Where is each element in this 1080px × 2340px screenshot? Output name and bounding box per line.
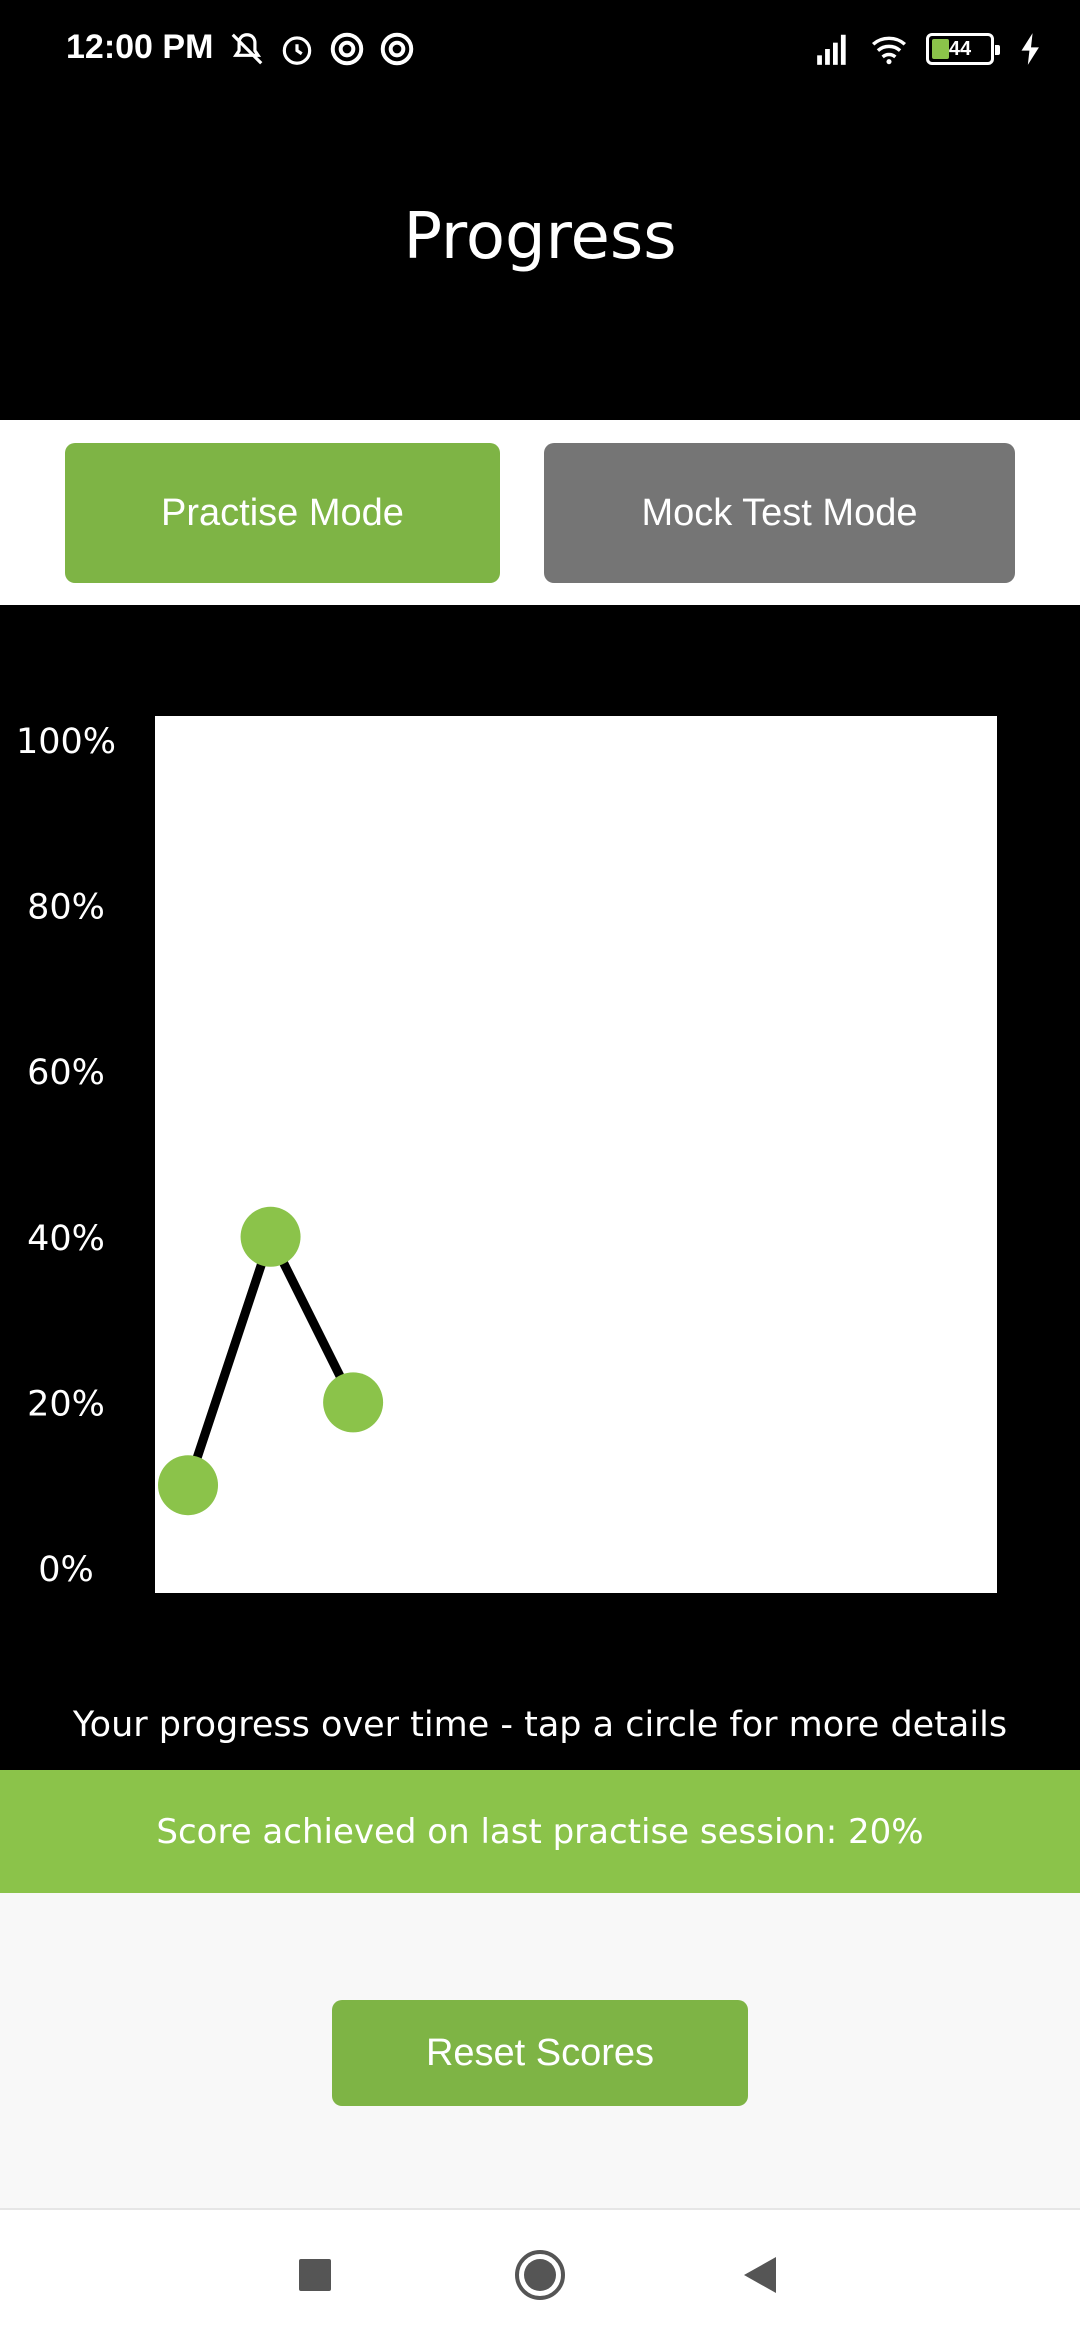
y-tick-label: 0% bbox=[38, 1550, 94, 1590]
alarm-icon bbox=[282, 36, 312, 65]
progress-chart-area: 100% 80% 60% 40% 20% 0% Your progress over ti… bbox=[0, 605, 1080, 1770]
progress-chart: 100% 80% 60% 40% 20% 0% bbox=[16, 716, 997, 1593]
status-time: 12:00 PM bbox=[66, 28, 214, 66]
battery-fill bbox=[932, 39, 950, 59]
battery-icon: 44 bbox=[926, 33, 1000, 65]
header: Progress bbox=[0, 100, 1080, 420]
last-score-banner: Score achieved on last practise session:… bbox=[0, 1770, 1080, 1893]
battery-level: 44 bbox=[948, 37, 972, 60]
sync-icon bbox=[330, 32, 364, 66]
back-triangle-icon bbox=[744, 2257, 776, 2293]
plot-area bbox=[155, 716, 997, 1593]
y-tick-label: 100% bbox=[16, 722, 116, 762]
status-icons-right: 44 bbox=[814, 30, 1050, 68]
y-tick-label: 80% bbox=[27, 888, 105, 928]
y-tick-label: 40% bbox=[27, 1219, 105, 1259]
charging-icon bbox=[1021, 33, 1039, 65]
home-circle-icon bbox=[515, 2250, 565, 2300]
practise-mode-button[interactable]: Practise Mode bbox=[65, 443, 500, 583]
home-button[interactable] bbox=[480, 2210, 600, 2340]
navigation-bar bbox=[0, 2210, 1080, 2340]
signal-icon bbox=[817, 34, 846, 65]
data-point[interactable] bbox=[158, 1455, 219, 1516]
mute-bell-icon bbox=[231, 33, 263, 65]
bottom-area: Reset Scores bbox=[0, 1893, 1080, 2210]
back-button[interactable] bbox=[700, 2210, 820, 2340]
page-title: Progress bbox=[403, 200, 677, 274]
mock-test-mode-button[interactable]: Mock Test Mode bbox=[544, 443, 1015, 583]
status-icons-left bbox=[228, 30, 416, 68]
series-line-segment bbox=[266, 1232, 358, 1407]
data-point[interactable] bbox=[323, 1372, 384, 1433]
mode-selector: Practise Mode Mock Test Mode bbox=[0, 420, 1080, 605]
status-bar: 12:00 PM 44 bbox=[0, 0, 1080, 100]
y-tick-label: 20% bbox=[27, 1384, 105, 1424]
series-line-segment bbox=[183, 1232, 276, 1490]
recents-square-icon bbox=[299, 2259, 331, 2291]
wifi-icon bbox=[871, 36, 907, 65]
chart-caption: Your progress over time - tap a circle f… bbox=[72, 1705, 1008, 1745]
recents-button[interactable] bbox=[255, 2210, 375, 2340]
reset-scores-button[interactable]: Reset Scores bbox=[332, 2000, 748, 2106]
sync-icon bbox=[380, 32, 414, 66]
y-tick-label: 60% bbox=[27, 1053, 105, 1093]
data-point[interactable] bbox=[240, 1206, 301, 1267]
